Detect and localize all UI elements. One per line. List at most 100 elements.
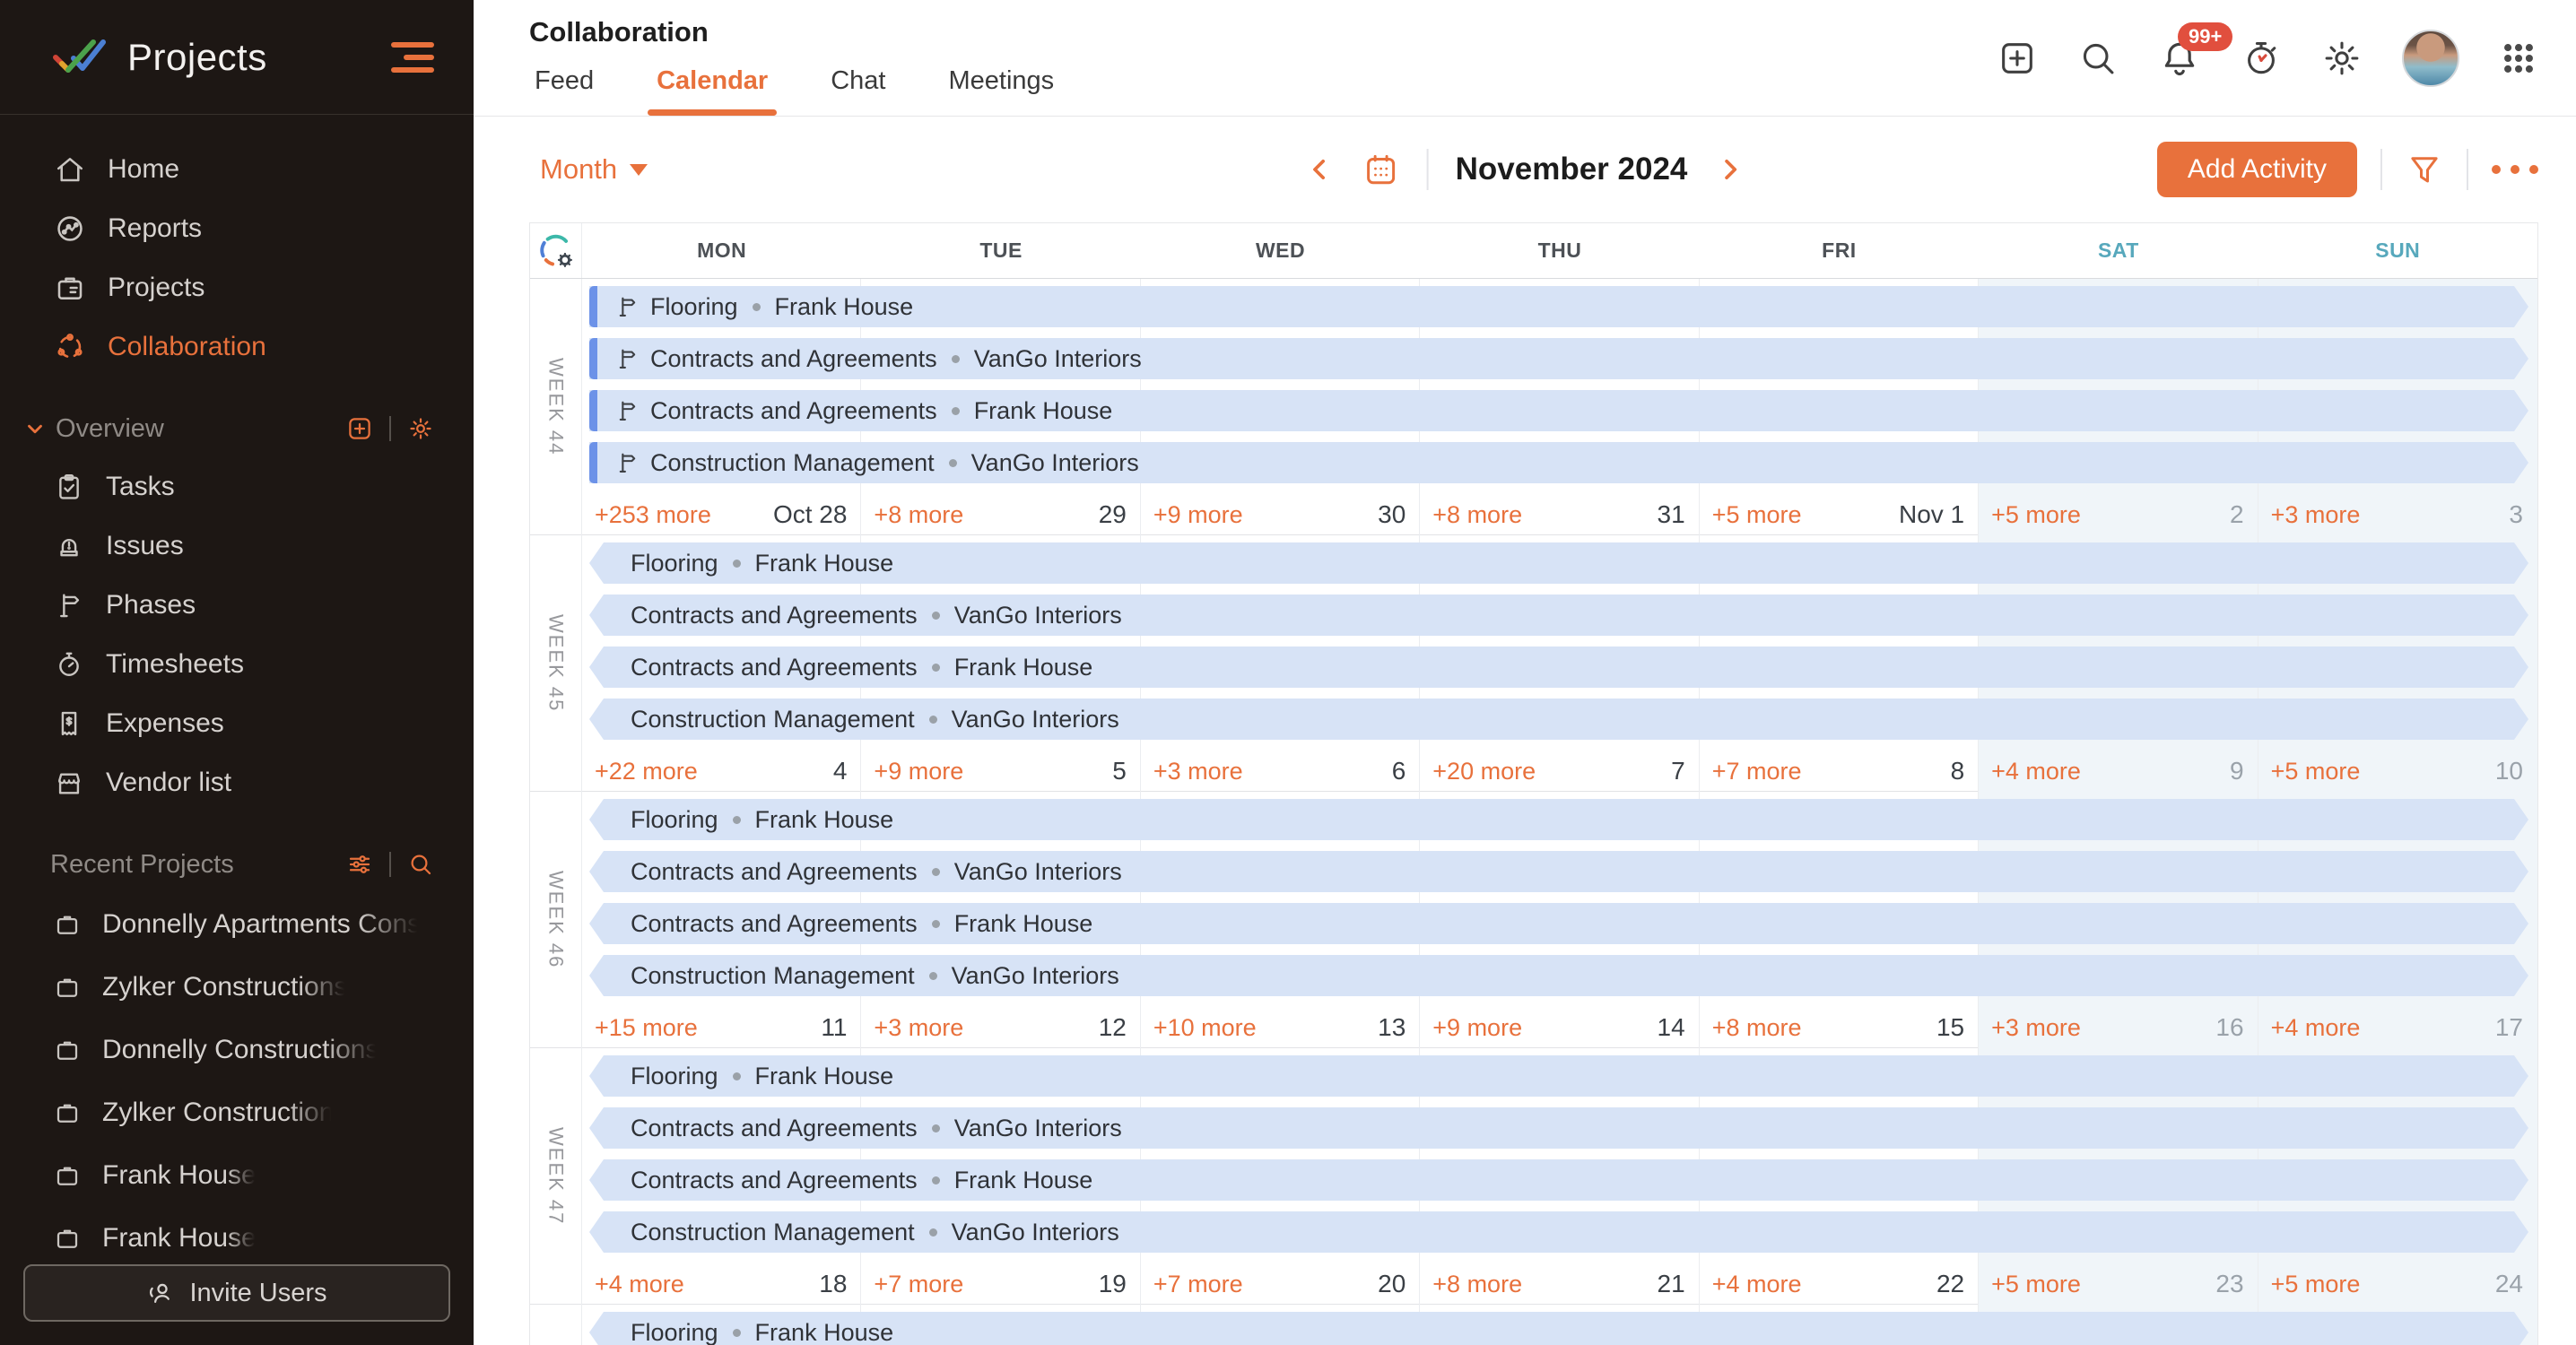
- more-events-link[interactable]: +3 more: [1991, 1014, 2081, 1042]
- sidebar-item-timesheets[interactable]: Timesheets: [0, 635, 474, 694]
- recent-project-item[interactable]: Donnelly Apartments Cons: [0, 893, 474, 956]
- day-number[interactable]: 11: [821, 1013, 847, 1042]
- project-search-icon[interactable]: [407, 851, 434, 878]
- event-bar[interactable]: Contracts and AgreementsFrank House: [589, 1159, 2528, 1201]
- event-bar[interactable]: Construction ManagementVanGo Interiors: [589, 1211, 2528, 1253]
- day-number[interactable]: Nov 1: [1899, 500, 1964, 529]
- invite-users-button[interactable]: Invite Users: [23, 1264, 450, 1322]
- search-icon[interactable]: [2077, 38, 2119, 79]
- more-events-link[interactable]: +4 more: [595, 1271, 684, 1298]
- sidebar-item-home[interactable]: Home: [0, 140, 474, 199]
- more-events-link[interactable]: +5 more: [2271, 1271, 2361, 1298]
- chevron-down-icon[interactable]: [23, 417, 47, 440]
- more-options-icon[interactable]: [2492, 165, 2538, 174]
- sidebar-item-vendor-list[interactable]: Vendor list: [0, 753, 474, 812]
- tab-feed[interactable]: Feed: [529, 61, 599, 116]
- more-events-link[interactable]: +5 more: [1991, 1271, 2081, 1298]
- date-picker-calendar-icon[interactable]: [1362, 151, 1400, 188]
- overview-section-label[interactable]: Overview: [56, 414, 164, 444]
- day-number[interactable]: 6: [1392, 757, 1406, 785]
- recent-project-item[interactable]: Frank House: [0, 1207, 474, 1270]
- quick-add-icon[interactable]: [1997, 38, 2038, 79]
- day-number[interactable]: Oct 28: [773, 500, 847, 529]
- more-events-link[interactable]: +3 more: [2271, 501, 2361, 529]
- sidebar-item-tasks[interactable]: Tasks: [0, 457, 474, 516]
- filter-funnel-icon[interactable]: [2406, 151, 2443, 188]
- more-events-link[interactable]: +8 more: [874, 501, 963, 529]
- timer-icon[interactable]: [2241, 38, 2282, 79]
- day-number[interactable]: 2: [2230, 500, 2244, 529]
- sidebar-item-expenses[interactable]: Expenses: [0, 694, 474, 753]
- more-events-link[interactable]: +15 more: [595, 1014, 698, 1042]
- day-number[interactable]: 16: [2215, 1013, 2243, 1042]
- settings-gear-icon[interactable]: [2321, 38, 2363, 79]
- event-bar[interactable]: Contracts and AgreementsVanGo Interiors: [589, 851, 2528, 892]
- more-events-link[interactable]: +9 more: [874, 758, 963, 785]
- day-number[interactable]: 19: [1099, 1270, 1127, 1298]
- day-number[interactable]: 14: [1658, 1013, 1685, 1042]
- event-bar[interactable]: Contracts and AgreementsFrank House: [589, 903, 2528, 944]
- more-events-link[interactable]: +22 more: [595, 758, 698, 785]
- recent-project-item[interactable]: Donnelly Constructions: [0, 1019, 474, 1081]
- sidebar-item-projects[interactable]: Projects: [0, 258, 474, 317]
- add-section-icon[interactable]: [346, 415, 373, 442]
- section-settings-gear-icon[interactable]: [407, 415, 434, 442]
- timezone-settings-icon[interactable]: [530, 223, 582, 278]
- day-number[interactable]: 31: [1658, 500, 1685, 529]
- more-events-link[interactable]: +3 more: [874, 1014, 963, 1042]
- tab-meetings[interactable]: Meetings: [943, 61, 1059, 116]
- day-number[interactable]: 21: [1658, 1270, 1685, 1298]
- apps-grid-icon[interactable]: [2499, 39, 2538, 78]
- day-number[interactable]: 10: [2495, 757, 2523, 785]
- view-selector-dropdown[interactable]: Month: [540, 153, 648, 186]
- day-number[interactable]: 3: [2509, 500, 2523, 529]
- notifications-bell-icon[interactable]: 99+: [2158, 37, 2201, 80]
- sidebar-item-phases[interactable]: Phases: [0, 576, 474, 635]
- more-events-link[interactable]: +5 more: [2271, 758, 2361, 785]
- day-number[interactable]: 30: [1378, 500, 1405, 529]
- tab-chat[interactable]: Chat: [825, 61, 891, 116]
- day-number[interactable]: 13: [1378, 1013, 1405, 1042]
- more-events-link[interactable]: +7 more: [1153, 1271, 1243, 1298]
- more-events-link[interactable]: +4 more: [1712, 1271, 1802, 1298]
- day-number[interactable]: 9: [2230, 757, 2244, 785]
- recent-project-item[interactable]: Zylker Constructions: [0, 956, 474, 1019]
- more-events-link[interactable]: +3 more: [1153, 758, 1243, 785]
- more-events-link[interactable]: +253 more: [595, 501, 711, 529]
- day-number[interactable]: 5: [1112, 757, 1127, 785]
- more-events-link[interactable]: +5 more: [1991, 501, 2081, 529]
- recent-project-item[interactable]: Zylker Construction: [0, 1081, 474, 1144]
- add-activity-button[interactable]: Add Activity: [2157, 142, 2357, 197]
- event-bar[interactable]: Contracts and AgreementsFrank House: [589, 390, 2528, 431]
- more-events-link[interactable]: +7 more: [1712, 758, 1802, 785]
- event-bar[interactable]: Construction ManagementVanGo Interiors: [589, 699, 2528, 740]
- sidebar-item-issues[interactable]: Issues: [0, 516, 474, 576]
- event-bar[interactable]: Contracts and AgreementsVanGo Interiors: [589, 594, 2528, 636]
- sidebar-collapse-icon[interactable]: [391, 42, 434, 73]
- previous-period-icon[interactable]: [1305, 154, 1336, 185]
- day-number[interactable]: 15: [1936, 1013, 1964, 1042]
- more-events-link[interactable]: +20 more: [1432, 758, 1536, 785]
- day-number[interactable]: 23: [2215, 1270, 2243, 1298]
- more-events-link[interactable]: +9 more: [1432, 1014, 1522, 1042]
- next-period-icon[interactable]: [1714, 154, 1745, 185]
- tab-calendar[interactable]: Calendar: [651, 61, 773, 116]
- sidebar-item-reports[interactable]: Reports: [0, 199, 474, 258]
- event-bar[interactable]: FlooringFrank House: [589, 799, 2528, 840]
- day-number[interactable]: 29: [1099, 500, 1127, 529]
- more-events-link[interactable]: +8 more: [1432, 1271, 1522, 1298]
- day-number[interactable]: 17: [2495, 1013, 2523, 1042]
- more-events-link[interactable]: +7 more: [874, 1271, 963, 1298]
- event-bar[interactable]: Contracts and AgreementsFrank House: [589, 646, 2528, 688]
- more-events-link[interactable]: +8 more: [1712, 1014, 1802, 1042]
- more-events-link[interactable]: +4 more: [2271, 1014, 2361, 1042]
- event-bar[interactable]: Contracts and AgreementsVanGo Interiors: [589, 1107, 2528, 1149]
- day-number[interactable]: 4: [833, 757, 848, 785]
- event-bar[interactable]: Contracts and AgreementsVanGo Interiors: [589, 338, 2528, 379]
- day-number[interactable]: 24: [2495, 1270, 2523, 1298]
- more-events-link[interactable]: +10 more: [1153, 1014, 1257, 1042]
- day-number[interactable]: 22: [1936, 1270, 1964, 1298]
- more-events-link[interactable]: +5 more: [1712, 501, 1802, 529]
- day-number[interactable]: 7: [1671, 757, 1685, 785]
- event-bar[interactable]: FlooringFrank House: [589, 1312, 2528, 1345]
